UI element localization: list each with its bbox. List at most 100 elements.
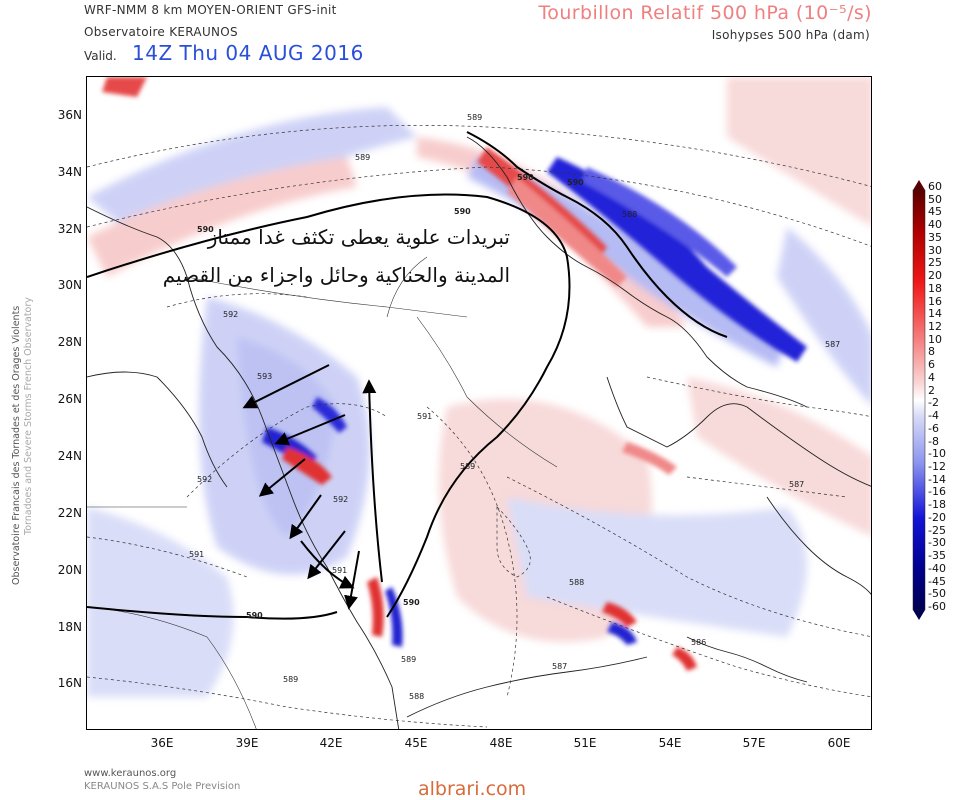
footer-url[interactable]: www.keraunos.org <box>84 768 177 779</box>
arrow-icon <box>300 540 355 589</box>
lon-label: 48E <box>489 736 513 750</box>
lon-label: 57E <box>742 736 766 750</box>
lon-label: 51E <box>573 736 597 750</box>
observatory-name: Observatoire KERAUNOS <box>84 25 238 39</box>
lat-label: 26N <box>57 392 82 406</box>
colorbar-label: 4 <box>928 370 935 384</box>
annotation-text-line2: المدينة والحناكية وحائل واجزاء من القصيم <box>162 263 510 287</box>
lon-label: 36E <box>150 736 174 750</box>
colorbar-label: 16 <box>928 294 942 308</box>
colorbar-max-arrow-icon <box>913 180 925 190</box>
isohypse-label: 592 <box>197 475 212 484</box>
lat-label: 16N <box>57 676 82 690</box>
colorbar-label: -8 <box>928 434 939 448</box>
isohypse-label: 590 <box>517 173 534 182</box>
colorbar-label: 50 <box>928 192 942 206</box>
isohypse-labels: 589 590 590 590 590 589 588 587 592 593 … <box>189 113 840 701</box>
lon-label: 54E <box>658 736 682 750</box>
colorbar-label: 30 <box>928 243 942 257</box>
isohypse-label: 590 <box>197 225 214 234</box>
lat-label: 22N <box>57 506 82 520</box>
lat-label: 32N <box>57 222 82 236</box>
side-credit-line1: Observatoire Francais des Tornades et de… <box>11 306 22 585</box>
colorbar-label: -60 <box>928 600 946 613</box>
colorbar-min-arrow-icon <box>913 610 925 620</box>
isohypse-label: 590 <box>403 598 420 607</box>
isohypse-label: 587 <box>825 340 840 349</box>
isohypse-label: 587 <box>789 480 804 489</box>
product-subtitle: Isohypses 500 hPa (dam) <box>711 28 870 42</box>
colorbar-label: 25 <box>928 256 942 270</box>
colorbar-label: 14 <box>928 307 942 321</box>
side-credit-line2: Tornadoes and Severe Storms French Obser… <box>23 297 34 536</box>
colorbar-label: 40 <box>928 218 942 232</box>
valid-label: Valid. <box>84 49 117 63</box>
isohypse-label: 591 <box>417 412 432 421</box>
arrow-icon <box>274 414 346 446</box>
lat-label: 30N <box>57 278 82 292</box>
footer-company: KERAUNOS S.A.S Pole Prevision <box>84 781 241 792</box>
borders <box>87 256 558 729</box>
side-credit: Observatoire Francais des Tornades et de… <box>11 297 34 585</box>
product-title: Tourbillon Relatif 500 hPa (10⁻⁵/s) <box>538 2 872 24</box>
arrow-icon <box>289 494 322 540</box>
colorbar-label: -10 <box>928 447 946 461</box>
colorbar-label: -4 <box>928 409 939 423</box>
isohypse-label: 592 <box>223 310 238 319</box>
isohypse-label: 590 <box>454 207 471 216</box>
colorbar-label: 18 <box>928 281 942 295</box>
isohypse-label: 591 <box>332 566 347 575</box>
isohypse-590 <box>87 131 728 620</box>
colorbar-label: 6 <box>928 358 935 372</box>
lon-label: 39E <box>235 736 259 750</box>
colorbar-label: -50 <box>928 587 946 601</box>
colorbar-label: 2 <box>928 383 935 397</box>
vorticity-field <box>87 77 871 697</box>
lat-label: 34N <box>57 165 82 179</box>
isohypse-label: 587 <box>552 662 567 671</box>
colorbar-label: 20 <box>928 269 942 283</box>
colorbar-label: 35 <box>928 230 942 244</box>
isohypse-label: 588 <box>569 578 584 587</box>
colorbar-label: -6 <box>928 421 939 435</box>
lat-label: 24N <box>57 449 82 463</box>
isohypse-label: 591 <box>189 550 204 559</box>
arrow-icon <box>362 379 383 583</box>
isohypse-label: 586 <box>691 638 706 647</box>
map-panel: 589 590 590 590 590 589 588 587 592 593 … <box>86 76 872 730</box>
lat-label: 36N <box>57 108 82 122</box>
isohypse-label: 589 <box>283 675 298 684</box>
isohypse-label: 590 <box>567 178 584 187</box>
isohypse-label: 593 <box>257 372 272 381</box>
lat-label: 20N <box>57 563 82 577</box>
model-title: WRF-NMM 8 km MOYEN-ORIENT GFS-init <box>84 3 337 17</box>
watermark: albrari.com <box>418 778 527 800</box>
colorbar-label: -40 <box>928 561 946 575</box>
colorbar-label: -25 <box>928 523 946 537</box>
colorbar-label: -30 <box>928 536 946 550</box>
colorbar-label: -2 <box>928 396 939 410</box>
arrow-icon <box>242 364 330 409</box>
lon-label: 60E <box>827 736 851 750</box>
colorbar-label: 10 <box>928 332 942 346</box>
valid-time: 14Z Thu 04 AUG 2016 <box>132 41 364 65</box>
colorbar-label: -35 <box>928 549 946 563</box>
colorbar-label: 12 <box>928 320 942 333</box>
arrow-icon <box>258 458 306 497</box>
colorbar-label: -20 <box>928 510 946 524</box>
colorbar-label: -16 <box>928 485 946 499</box>
isohypse-label: 589 <box>467 113 482 122</box>
isohypse-label: 592 <box>333 495 348 504</box>
colorbar-label: 45 <box>928 205 942 219</box>
annotation-arrows <box>242 364 383 610</box>
isohypse-label: 590 <box>246 611 263 620</box>
arrow-icon <box>307 530 346 580</box>
isohypse-label: 589 <box>460 462 475 471</box>
colorbar-label: 8 <box>928 345 935 359</box>
isohypse-label: 589 <box>401 655 416 664</box>
colorbar-label: -14 <box>928 472 946 486</box>
colorbar-label: -12 <box>928 460 946 473</box>
colorbar <box>912 180 926 620</box>
isohypse-label: 588 <box>409 692 424 701</box>
colorbar-gradient <box>912 189 926 611</box>
